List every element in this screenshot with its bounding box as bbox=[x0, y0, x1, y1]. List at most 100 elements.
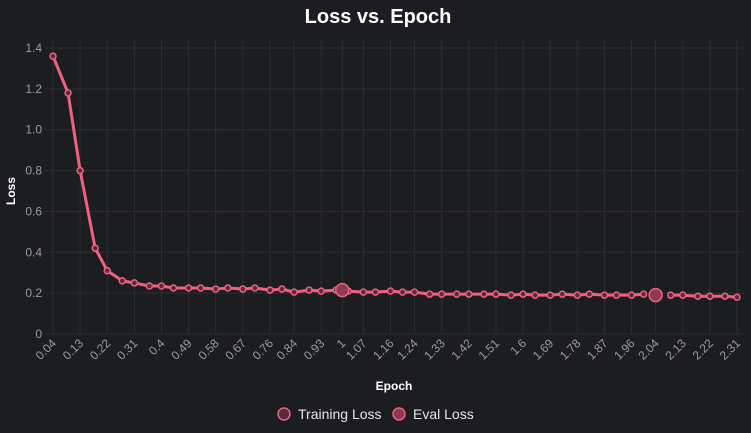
training-loss-point[interactable] bbox=[492, 290, 500, 298]
x-tick-label: 0.13 bbox=[60, 336, 87, 363]
legend-eval-label: Eval Loss bbox=[413, 406, 474, 422]
y-tick-label: 1.0 bbox=[25, 123, 42, 137]
training-loss-point[interactable] bbox=[103, 266, 111, 275]
training-loss-point[interactable] bbox=[371, 288, 380, 296]
training-loss-point[interactable] bbox=[437, 290, 446, 298]
legend-training-marker bbox=[277, 407, 291, 421]
x-tick-label: 0.58 bbox=[195, 336, 222, 363]
training-loss-point[interactable] bbox=[706, 292, 714, 300]
training-loss-point[interactable] bbox=[196, 284, 205, 292]
training-loss-point[interactable] bbox=[694, 292, 702, 300]
training-loss-point[interactable] bbox=[612, 291, 621, 299]
y-axis-ticks: 0 0.2 0.4 0.6 0.8 1.0 1.2 1.4 bbox=[25, 41, 42, 341]
x-tick-label: 1.16 bbox=[370, 336, 397, 363]
training-loss-point[interactable] bbox=[239, 285, 247, 293]
eval-loss-point[interactable] bbox=[335, 282, 350, 298]
training-loss-point[interactable] bbox=[600, 291, 609, 299]
grid-layer bbox=[45, 40, 745, 335]
training-loss-point[interactable] bbox=[453, 290, 461, 298]
y-tick-label: 1.4 bbox=[25, 41, 42, 55]
training-loss-point[interactable] bbox=[410, 288, 419, 296]
training-loss-point[interactable] bbox=[91, 244, 99, 252]
x-tick-label: 0.76 bbox=[250, 336, 277, 363]
training-loss-point[interactable] bbox=[627, 291, 636, 299]
training-loss-point[interactable] bbox=[639, 290, 648, 298]
training-loss-point[interactable] bbox=[531, 291, 539, 299]
training-loss-point[interactable] bbox=[251, 284, 259, 292]
training-loss-point[interactable] bbox=[721, 292, 729, 300]
training-loss-point[interactable] bbox=[224, 284, 232, 292]
x-tick-label: 0.4 bbox=[146, 336, 168, 358]
x-tick-label: 0.49 bbox=[168, 336, 195, 363]
training-loss-point[interactable] bbox=[398, 288, 407, 296]
training-loss-point[interactable] bbox=[425, 290, 434, 298]
training-loss-point[interactable] bbox=[733, 293, 741, 301]
x-tick-label: 1.96 bbox=[611, 336, 638, 363]
x-tick-label: 0.31 bbox=[114, 336, 141, 363]
training-loss-point[interactable] bbox=[679, 291, 687, 299]
training-loss-point[interactable] bbox=[76, 166, 84, 175]
x-tick-label: 2.22 bbox=[690, 336, 717, 363]
training-loss-point[interactable] bbox=[145, 282, 154, 290]
x-tick-label: 2.31 bbox=[717, 336, 744, 363]
y-tick-label: 0.2 bbox=[25, 286, 42, 300]
legend-item-training-loss[interactable]: Training Loss bbox=[277, 406, 382, 422]
training-loss-point[interactable] bbox=[211, 285, 220, 293]
x-tick-label: 1.33 bbox=[421, 336, 448, 363]
y-tick-label: 0.6 bbox=[25, 204, 42, 218]
training-loss-point[interactable] bbox=[480, 290, 488, 298]
y-tick-label: 0 bbox=[35, 327, 42, 341]
training-loss-point[interactable] bbox=[278, 285, 286, 293]
training-loss-point[interactable] bbox=[386, 287, 395, 295]
eval-loss-point[interactable] bbox=[648, 287, 663, 303]
training-loss-point[interactable] bbox=[64, 89, 72, 97]
training-loss-point[interactable] bbox=[118, 277, 127, 285]
legend-eval-marker bbox=[392, 407, 406, 421]
training-loss-point[interactable] bbox=[573, 291, 582, 299]
training-loss-point[interactable] bbox=[666, 291, 675, 299]
y-tick-label: 0.8 bbox=[25, 164, 42, 178]
x-tick-label: 0.84 bbox=[274, 336, 301, 363]
x-tick-label: 0.22 bbox=[87, 336, 114, 363]
x-tick-label: 1.87 bbox=[584, 336, 611, 363]
x-tick-label: 1.42 bbox=[449, 336, 476, 363]
training-loss-point[interactable] bbox=[184, 284, 193, 292]
x-tick-label: 1.69 bbox=[530, 336, 557, 363]
training-loss-point[interactable] bbox=[546, 291, 554, 299]
x-tick-label: 2.13 bbox=[662, 336, 689, 363]
series-layer bbox=[49, 52, 741, 303]
x-tick-label: 0.67 bbox=[223, 336, 250, 363]
training-loss-point[interactable] bbox=[49, 52, 57, 60]
training-loss-point[interactable] bbox=[290, 288, 298, 296]
x-axis-ticks: 0.04 0.13 0.22 0.31 0.4 0.49 0.58 0.67 0.760.84 0… bbox=[33, 336, 744, 363]
y-tick-label: 0.4 bbox=[25, 245, 42, 259]
training-loss-point[interactable] bbox=[519, 290, 527, 298]
x-tick-label: 1.78 bbox=[557, 336, 584, 363]
x-tick-label: 1.6 bbox=[507, 336, 529, 358]
y-axis-title: Loss bbox=[4, 177, 18, 205]
training-loss-line bbox=[51, 54, 338, 294]
training-loss-point[interactable] bbox=[507, 291, 515, 299]
x-tick-label: 1.24 bbox=[394, 336, 421, 363]
training-loss-point[interactable] bbox=[359, 288, 368, 296]
x-axis-title: Epoch bbox=[376, 379, 413, 393]
x-tick-label: 1.51 bbox=[476, 336, 503, 363]
x-tick-label: 1.07 bbox=[343, 336, 370, 363]
training-loss-point[interactable] bbox=[558, 290, 566, 298]
training-loss-point[interactable] bbox=[130, 279, 139, 287]
training-loss-point[interactable] bbox=[317, 287, 325, 295]
training-loss-point[interactable] bbox=[585, 290, 594, 298]
training-loss-point[interactable] bbox=[465, 290, 473, 298]
training-loss-point[interactable] bbox=[266, 286, 274, 294]
y-tick-label: 1.2 bbox=[25, 82, 42, 96]
x-tick-label: 2.04 bbox=[635, 336, 662, 363]
legend-training-label: Training Loss bbox=[298, 406, 382, 422]
training-loss-point[interactable] bbox=[169, 284, 178, 292]
chart-title: Loss vs. Epoch bbox=[305, 6, 452, 28]
training-loss-point[interactable] bbox=[305, 286, 313, 294]
legend: Training Loss Eval Loss bbox=[277, 406, 474, 422]
legend-item-eval-loss[interactable]: Eval Loss bbox=[392, 406, 474, 422]
training-loss-point[interactable] bbox=[157, 282, 166, 290]
